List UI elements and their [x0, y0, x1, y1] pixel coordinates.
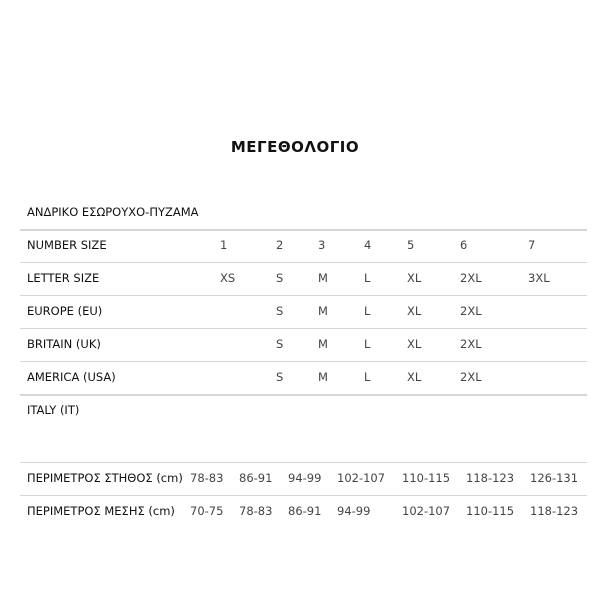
table-cell: 4 [364, 238, 372, 252]
table-cell: XL [407, 304, 422, 318]
table-cell: 94-99 [337, 504, 371, 518]
row-label: BRITAIN (UK) [27, 337, 101, 351]
table-cell: 86-91 [288, 504, 322, 518]
row-label: ITALY (IT) [27, 403, 80, 417]
table-subtitle: ΑΝΔΡΙΚΟ ΕΣΩΡΟΥΧΟ-ΠΥΖΑΜΑ [27, 205, 199, 219]
table-cell: XL [407, 271, 422, 285]
row-label: NUMBER SIZE [27, 238, 107, 252]
divider [20, 495, 587, 496]
divider [20, 229, 587, 231]
table-cell: 1 [220, 238, 228, 252]
table-cell: 102-107 [402, 504, 451, 518]
table-cell: M [318, 370, 328, 384]
table-cell: 102-107 [337, 471, 386, 485]
divider [20, 262, 587, 263]
table-cell: S [276, 370, 284, 384]
table-cell: XL [407, 337, 422, 351]
divider [20, 394, 587, 396]
table-cell: L [364, 304, 371, 318]
table-cell: 78-83 [239, 504, 273, 518]
table-cell: M [318, 271, 328, 285]
table-cell: 126-131 [530, 471, 579, 485]
table-cell: S [276, 304, 284, 318]
table-cell: 3 [318, 238, 326, 252]
table-cell: 118-123 [466, 471, 515, 485]
table-cell: L [364, 370, 371, 384]
row-label: EUROPE (EU) [27, 304, 103, 318]
page-title: ΜΕΓΕΘΟΛΟΓΙΟ [230, 138, 360, 156]
table-cell: 2XL [460, 271, 482, 285]
table-cell: 94-99 [288, 471, 322, 485]
table-cell: L [364, 337, 371, 351]
table-cell: L [364, 271, 371, 285]
row-label: AMERICA (USA) [27, 370, 116, 384]
table-cell: M [318, 337, 328, 351]
table-cell: 2XL [460, 337, 482, 351]
table-cell: 110-115 [402, 471, 451, 485]
table-cell: 70-75 [190, 504, 224, 518]
table-cell: 5 [407, 238, 415, 252]
row-label: LETTER SIZE [27, 271, 100, 285]
table-cell: 118-123 [530, 504, 579, 518]
table-cell: XL [407, 370, 422, 384]
table-cell: 6 [460, 238, 468, 252]
divider [20, 295, 587, 296]
divider [20, 361, 587, 362]
table-cell: 7 [528, 238, 536, 252]
row-label: ΠΕΡΙΜΕΤΡΟΣ ΣΤΗΘΟΣ (cm) [27, 471, 183, 485]
table-cell: S [276, 271, 284, 285]
row-label: ΠΕΡΙΜΕΤΡΟΣ ΜΕΣΗΣ (cm) [27, 504, 175, 518]
table-cell: 110-115 [466, 504, 515, 518]
table-cell: M [318, 304, 328, 318]
table-cell: 3XL [528, 271, 550, 285]
divider [20, 328, 587, 329]
table-cell: 2XL [460, 304, 482, 318]
table-cell: XS [220, 271, 236, 285]
table-cell: S [276, 337, 284, 351]
table-cell: 2 [276, 238, 284, 252]
table-cell: 2XL [460, 370, 482, 384]
table-cell: 78-83 [190, 471, 224, 485]
divider [20, 462, 587, 463]
table-cell: 86-91 [239, 471, 273, 485]
